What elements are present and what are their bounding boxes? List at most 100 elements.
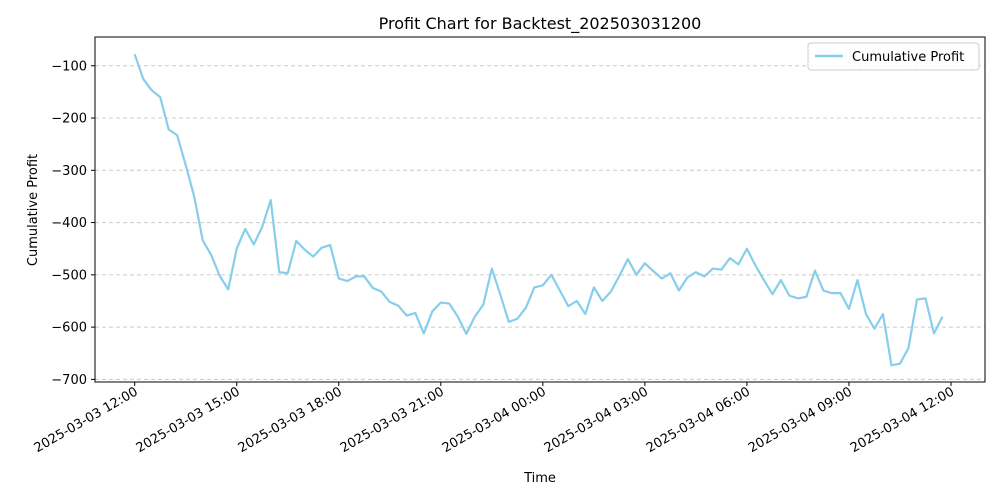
data-point xyxy=(542,284,544,286)
data-point xyxy=(644,262,646,264)
legend: Cumulative Profit xyxy=(807,42,980,71)
data-point xyxy=(593,286,595,288)
data-point xyxy=(295,240,297,242)
data-point xyxy=(474,315,476,317)
y-gridlines xyxy=(95,65,985,380)
data-point xyxy=(176,134,178,136)
series-layer xyxy=(133,53,944,367)
data-point xyxy=(423,332,425,334)
data-point xyxy=(916,298,918,300)
data-point xyxy=(440,301,442,303)
data-point xyxy=(253,243,255,245)
data-point xyxy=(321,246,323,248)
data-point xyxy=(465,333,467,335)
data-point xyxy=(406,314,408,316)
data-point xyxy=(737,263,739,265)
data-point xyxy=(431,310,433,312)
data-point xyxy=(559,289,561,291)
data-point xyxy=(304,249,306,251)
data-point xyxy=(848,308,850,310)
data-point xyxy=(814,269,816,271)
data-point xyxy=(669,272,671,274)
data-point xyxy=(355,275,357,277)
data-point xyxy=(839,292,841,294)
data-point xyxy=(244,228,246,230)
data-point xyxy=(627,258,629,260)
data-point xyxy=(618,275,620,277)
data-point xyxy=(882,313,884,315)
data-point xyxy=(754,264,756,266)
data-point xyxy=(865,313,867,315)
data-point xyxy=(746,248,748,250)
y-tick-label: −400 xyxy=(51,216,87,231)
data-point xyxy=(278,271,280,273)
data-point xyxy=(185,164,187,166)
data-point xyxy=(652,270,654,272)
data-point xyxy=(482,303,484,305)
data-point xyxy=(907,347,909,349)
data-point xyxy=(236,248,238,250)
data-point xyxy=(856,279,858,281)
data-point xyxy=(159,96,161,98)
data-point xyxy=(763,279,765,281)
data-point xyxy=(661,277,663,279)
y-axis-ticks: −100 −200 −300 −400 −500 −600 −700 xyxy=(51,59,95,388)
data-point xyxy=(227,288,229,290)
data-point xyxy=(499,294,501,296)
data-point xyxy=(167,128,169,130)
data-point xyxy=(150,89,152,91)
data-point xyxy=(729,257,731,259)
data-point xyxy=(448,302,450,304)
data-point xyxy=(610,290,612,292)
data-point xyxy=(686,276,688,278)
data-point xyxy=(635,274,637,276)
x-axis-title: Time xyxy=(523,471,556,486)
data-point xyxy=(270,199,272,201)
data-point xyxy=(142,78,144,80)
data-point xyxy=(457,315,459,317)
plot-area-frame xyxy=(94,36,986,383)
data-point xyxy=(601,300,603,302)
data-point xyxy=(703,275,705,277)
data-point xyxy=(550,274,552,276)
data-point xyxy=(329,244,331,246)
data-point xyxy=(389,301,391,303)
y-tick-label: −500 xyxy=(51,268,87,283)
data-point xyxy=(202,239,204,241)
data-point xyxy=(414,312,416,314)
data-point xyxy=(516,318,518,320)
data-point xyxy=(933,332,935,334)
data-point xyxy=(797,297,799,299)
data-point xyxy=(805,296,807,298)
data-point xyxy=(890,364,892,366)
data-point xyxy=(712,267,714,269)
data-point xyxy=(525,307,527,309)
data-point xyxy=(346,280,348,282)
data-point xyxy=(695,271,697,273)
data-point xyxy=(338,277,340,279)
y-axis-title: Cumulative Profit xyxy=(26,154,41,266)
data-point xyxy=(576,300,578,302)
data-point xyxy=(678,289,680,291)
y-tick-label: −600 xyxy=(51,321,87,336)
data-point xyxy=(193,195,195,197)
legend-label: Cumulative Profit xyxy=(852,50,964,65)
data-point xyxy=(397,304,399,306)
y-tick-label: −200 xyxy=(51,112,87,127)
data-point xyxy=(380,290,382,292)
data-point xyxy=(219,275,221,277)
data-point xyxy=(533,286,535,288)
data-point xyxy=(584,313,586,315)
y-tick-label: −300 xyxy=(51,164,87,179)
data-point xyxy=(924,297,926,299)
data-point xyxy=(771,293,773,295)
data-point xyxy=(941,315,943,317)
data-point xyxy=(780,279,782,281)
chart-title: Profit Chart for Backtest_202503031200 xyxy=(379,14,702,34)
data-point xyxy=(312,255,314,257)
data-point xyxy=(788,295,790,297)
data-point xyxy=(720,268,722,270)
data-point xyxy=(133,53,135,55)
